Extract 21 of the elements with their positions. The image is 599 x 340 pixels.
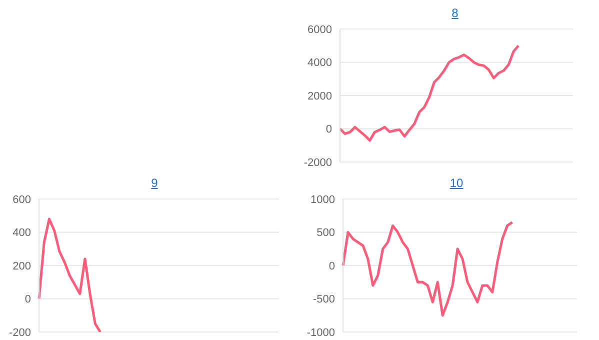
chart-title: 10 (448, 175, 464, 192)
y-tick-label: 2000 (308, 90, 332, 102)
y-tick-label: -1000 (306, 326, 335, 339)
y-tick-label: 0 (326, 124, 332, 136)
y-tick-label: -500 (312, 294, 335, 306)
y-tick-label: 600 (12, 194, 31, 206)
y-tick-label: -2000 (304, 156, 332, 169)
line-series (342, 221, 514, 317)
chart-title: 8 (450, 5, 460, 22)
chart-title: 9 (150, 175, 159, 192)
y-tick-label: 1000 (310, 194, 335, 206)
y-tick-label: -200 (8, 326, 31, 339)
y-tick-label: 6000 (308, 24, 332, 36)
line-series (338, 44, 520, 142)
y-tick-label: 500 (316, 227, 335, 240)
y-tick-label: 200 (12, 260, 31, 272)
line-series (38, 218, 102, 332)
y-tick-label: 0 (24, 294, 31, 306)
y-tick-label: 400 (12, 227, 31, 240)
y-tick-label: 0 (328, 260, 335, 272)
y-tick-label: 4000 (308, 57, 332, 70)
